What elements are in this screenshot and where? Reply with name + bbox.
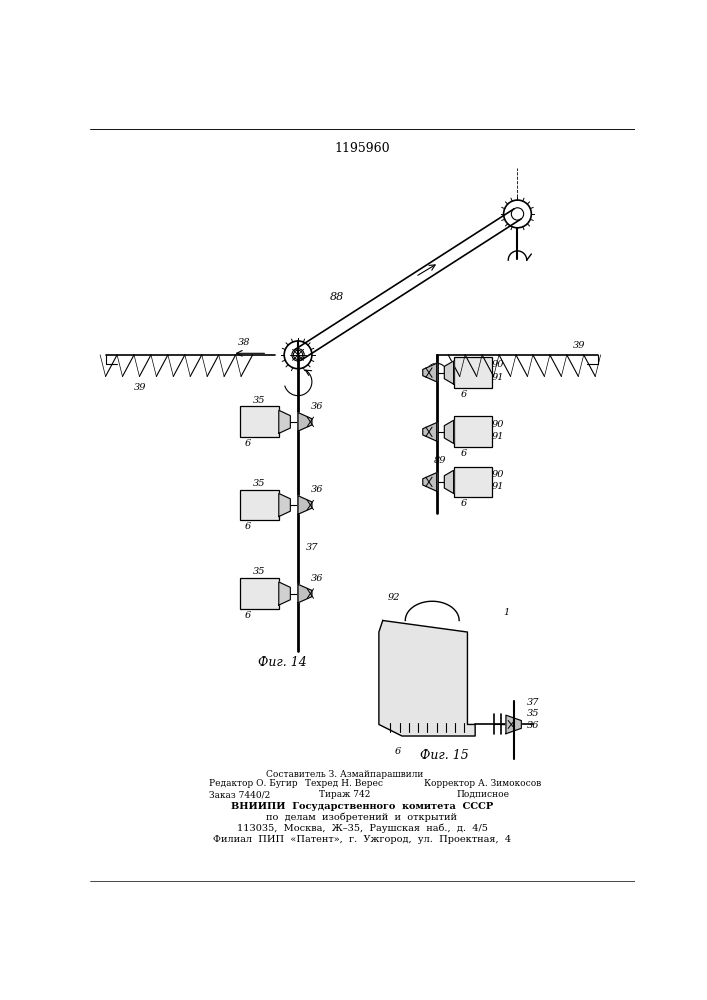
- Polygon shape: [298, 496, 312, 514]
- Text: 6: 6: [245, 611, 251, 620]
- Text: 36: 36: [311, 485, 324, 494]
- Polygon shape: [444, 470, 454, 493]
- Polygon shape: [279, 582, 291, 605]
- Text: 38: 38: [238, 338, 250, 347]
- Text: 90: 90: [492, 420, 505, 429]
- Text: 6: 6: [460, 449, 467, 458]
- Text: 36: 36: [527, 721, 539, 730]
- Polygon shape: [506, 715, 521, 734]
- Polygon shape: [444, 420, 454, 443]
- Text: 37: 37: [305, 543, 318, 552]
- Text: 6: 6: [395, 747, 402, 756]
- Text: 35: 35: [527, 709, 539, 718]
- Bar: [454, 416, 492, 447]
- Text: 6: 6: [460, 499, 467, 508]
- Text: Корректор А. Зимокосов: Корректор А. Зимокосов: [424, 779, 542, 788]
- Bar: [454, 466, 492, 497]
- Text: 113035,  Москва,  Ж–35,  Раушская  наб.,  д.  4/5: 113035, Москва, Ж–35, Раушская наб., д. …: [237, 824, 487, 833]
- Text: 90: 90: [492, 360, 505, 369]
- Text: по  делам  изобретений  и  открытий: по делам изобретений и открытий: [267, 813, 457, 822]
- Polygon shape: [444, 361, 454, 384]
- Text: Заказ 7440/2: Заказ 7440/2: [209, 790, 271, 799]
- Text: 1: 1: [503, 608, 509, 617]
- Polygon shape: [279, 493, 291, 517]
- Text: Редактор О. Бугир: Редактор О. Бугир: [209, 779, 298, 788]
- Bar: [454, 357, 492, 388]
- Polygon shape: [423, 363, 437, 382]
- Text: Фиг. 15: Фиг. 15: [420, 749, 469, 762]
- Text: 92: 92: [388, 593, 401, 602]
- Text: 39: 39: [573, 341, 585, 350]
- Text: 36: 36: [311, 574, 324, 583]
- Text: 1195960: 1195960: [334, 142, 390, 155]
- Text: 89: 89: [434, 456, 447, 465]
- Text: 35: 35: [253, 567, 266, 576]
- Text: 39: 39: [134, 383, 146, 392]
- Text: 37: 37: [527, 698, 539, 707]
- Text: 36: 36: [311, 402, 324, 411]
- Text: 90: 90: [492, 470, 505, 479]
- Bar: [240, 578, 279, 609]
- Polygon shape: [279, 410, 291, 433]
- Text: 6: 6: [245, 439, 251, 448]
- Text: 91: 91: [492, 482, 505, 491]
- Text: Филиал  ПИП  «Патент»,  г.  Ужгород,  ул.  Проектная,  4: Филиал ПИП «Патент», г. Ужгород, ул. Про…: [213, 835, 511, 844]
- Polygon shape: [423, 473, 437, 491]
- Text: 35: 35: [253, 479, 266, 488]
- Text: Техред Н. Верес: Техред Н. Верес: [305, 779, 383, 788]
- Bar: [240, 406, 279, 437]
- Polygon shape: [298, 584, 312, 603]
- Text: 35: 35: [253, 396, 266, 405]
- Text: 88: 88: [329, 292, 344, 302]
- Text: Подписное: Подписное: [456, 790, 509, 799]
- Bar: [240, 490, 279, 520]
- Text: 91: 91: [492, 373, 505, 382]
- Text: Фиг. 14: Фиг. 14: [258, 656, 307, 669]
- Text: 6: 6: [245, 522, 251, 531]
- Polygon shape: [379, 620, 475, 736]
- Polygon shape: [423, 423, 437, 441]
- Text: Составитель З. Азмайпарашвили: Составитель З. Азмайпарашвили: [266, 770, 423, 779]
- Text: ВНИИПИ  Государственного  комитета  СССР: ВНИИПИ Государственного комитета СССР: [230, 802, 493, 811]
- Text: 6: 6: [460, 390, 467, 399]
- Text: Тираж 742: Тираж 742: [319, 790, 370, 799]
- Polygon shape: [298, 413, 312, 431]
- Text: 91: 91: [492, 432, 505, 441]
